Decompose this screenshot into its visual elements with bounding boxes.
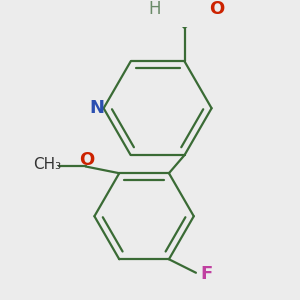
Text: F: F: [200, 266, 212, 284]
Text: CH₃: CH₃: [33, 157, 61, 172]
Text: N: N: [89, 99, 104, 117]
Text: O: O: [80, 151, 95, 169]
Text: H: H: [148, 0, 161, 18]
Text: O: O: [209, 0, 224, 18]
